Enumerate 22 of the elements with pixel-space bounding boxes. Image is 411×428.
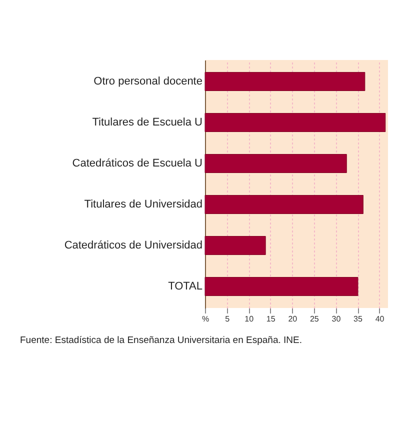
x-tick-label: 30 <box>332 314 342 324</box>
bar <box>204 154 347 173</box>
y-tick-label: Catedráticos de Escuela U <box>72 158 203 170</box>
x-tick-label: 25 <box>310 314 320 324</box>
source-note: Fuente: Estadística de la Enseñanza Universitaria en España. INE. <box>20 335 302 346</box>
bar <box>204 113 386 132</box>
y-tick-label: TOTAL <box>168 280 202 292</box>
bar <box>204 72 366 91</box>
y-tick-label: Titulares de Escuela U <box>92 116 203 129</box>
x-tick-label: 15 <box>266 314 276 324</box>
y-tick-label: Otro personal docente <box>94 76 202 88</box>
bar <box>204 236 266 255</box>
bar <box>204 277 358 296</box>
x-tick-label: 5 <box>225 314 230 324</box>
x-tick-label: 35 <box>354 314 363 324</box>
x-tick-label: 10 <box>244 314 254 324</box>
x-tick-label: % <box>202 314 210 324</box>
y-tick-label: Catedráticos de Universidad <box>64 239 202 252</box>
bar <box>204 195 364 214</box>
y-tick-label: Titulares de Universidad <box>84 198 202 210</box>
x-tick-label: 20 <box>288 314 298 324</box>
x-tick-label: 40 <box>375 314 385 324</box>
